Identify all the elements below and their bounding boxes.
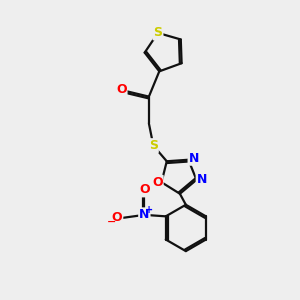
Text: O: O — [112, 211, 122, 224]
Text: N: N — [139, 208, 149, 221]
Text: −: − — [107, 217, 116, 227]
Text: N: N — [188, 152, 199, 165]
Text: O: O — [152, 176, 163, 189]
Text: O: O — [139, 183, 150, 196]
Text: S: S — [153, 26, 162, 39]
Text: +: + — [145, 206, 153, 215]
Text: N: N — [197, 173, 207, 186]
Text: O: O — [116, 83, 127, 96]
Text: S: S — [149, 139, 158, 152]
